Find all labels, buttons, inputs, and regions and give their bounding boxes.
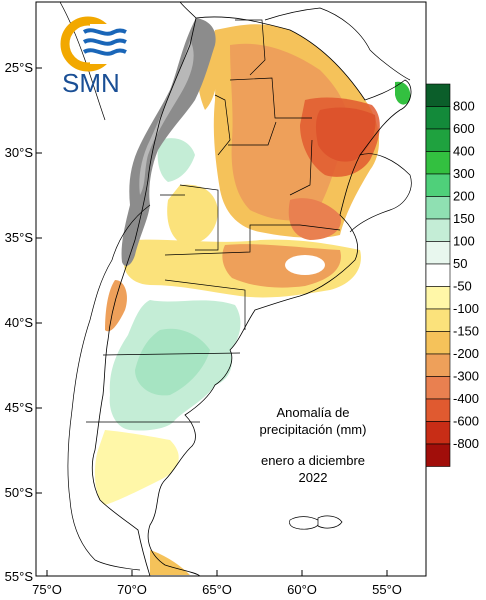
annotation-line-1: Anomalía de [277,405,350,420]
annotation-line-4: 2022 [299,470,328,485]
lat-tick-25: 25°S [5,60,34,75]
argentina-outline [91,16,412,577]
legend-swatch [425,196,451,220]
legend-swatch [425,353,451,377]
dry-south-region [94,430,179,505]
legend-swatch [425,443,451,467]
positive-anomaly-core [135,328,210,396]
malvinas-islands [289,515,343,530]
legend-label: -50 [453,279,472,294]
legend-swatch [425,128,451,152]
smn-logo-wave-3 [82,48,127,56]
axis-ticks [36,67,388,577]
legend-label: 400 [453,144,475,159]
east-core [288,198,341,240]
legend-swatch [425,263,451,287]
lat-tick-55: 55°S [5,569,34,584]
legend-swatch [425,398,451,422]
legend-label: -150 [453,324,479,339]
legend-swatch [425,286,451,310]
central-wet-spot [285,255,325,275]
legend-label: 200 [453,189,475,204]
smn-logo-text: SMN [62,68,120,98]
smn-logo-wave-2 [82,38,127,46]
lon-tick-65: 65°O [202,582,232,597]
lat-tick-50: 50°S [5,485,34,500]
cuyo-region [167,184,218,245]
legend-label: 150 [453,211,475,226]
legend-swatch [425,218,451,242]
central-dry-core [222,244,341,288]
legend-swatch [425,308,451,332]
lon-tick-55: 55°O [372,582,402,597]
legend-label: -100 [453,301,479,316]
map-annotation: Anomalía de precipitación (mm) enero a d… [260,405,367,485]
legend-swatch [425,151,451,175]
northeast-severe [300,97,380,177]
legend-swatch [425,241,451,265]
legend-label: -200 [453,346,479,361]
lat-tick-40: 40°S [5,315,34,330]
legend-label: -400 [453,391,479,406]
map-shading [94,20,411,575]
lat-tick-45: 45°S [5,400,34,415]
smn-logo: SMN [60,16,130,98]
legend-label: -800 [453,436,479,451]
legend-swatch [425,106,451,130]
annotation-line-2: precipitación (mm) [260,422,367,437]
andes-no-data [121,18,216,266]
legend-swatch [425,376,451,400]
province-boundaries [86,19,341,423]
central-west-wet [157,138,195,182]
legend-label: 50 [453,256,467,271]
legend-label: 300 [453,166,475,181]
legend-swatch [425,83,451,107]
north-dry-core [230,43,349,221]
lat-tick-35: 35°S [5,230,34,245]
annotation-line-3: enero a diciembre [261,453,365,468]
smn-logo-wave-1 [82,28,127,36]
legend-colorbar: 800 600 400 300 200 150 100 50 -50 -100 -150 -200 -3… [425,83,479,467]
misiones-wet [395,81,411,105]
legend-swatch [425,421,451,445]
andes-no-data-light [139,40,194,195]
legend-swatch [425,331,451,355]
legend-label: 800 [453,99,475,114]
legend-swatch [425,173,451,197]
lat-tick-30: 30°S [5,145,34,160]
legend-label: 100 [453,234,475,249]
lon-tick-70: 70°O [117,582,147,597]
longitude-labels: 75°O 70°O 65°O 60°O 55°O [32,582,402,597]
latitude-labels: 25°S 30°S 35°S 40°S 45°S 50°S 55°S [5,60,34,584]
lon-tick-75: 75°O [32,582,62,597]
legend-label: 600 [453,121,475,136]
neighbour-borders [59,1,412,571]
dry-south-tip [150,550,190,575]
andes-south-dry [105,280,127,332]
lon-tick-60: 60°O [287,582,317,597]
legend-label: -600 [453,414,479,429]
legend-label: -300 [453,369,479,384]
